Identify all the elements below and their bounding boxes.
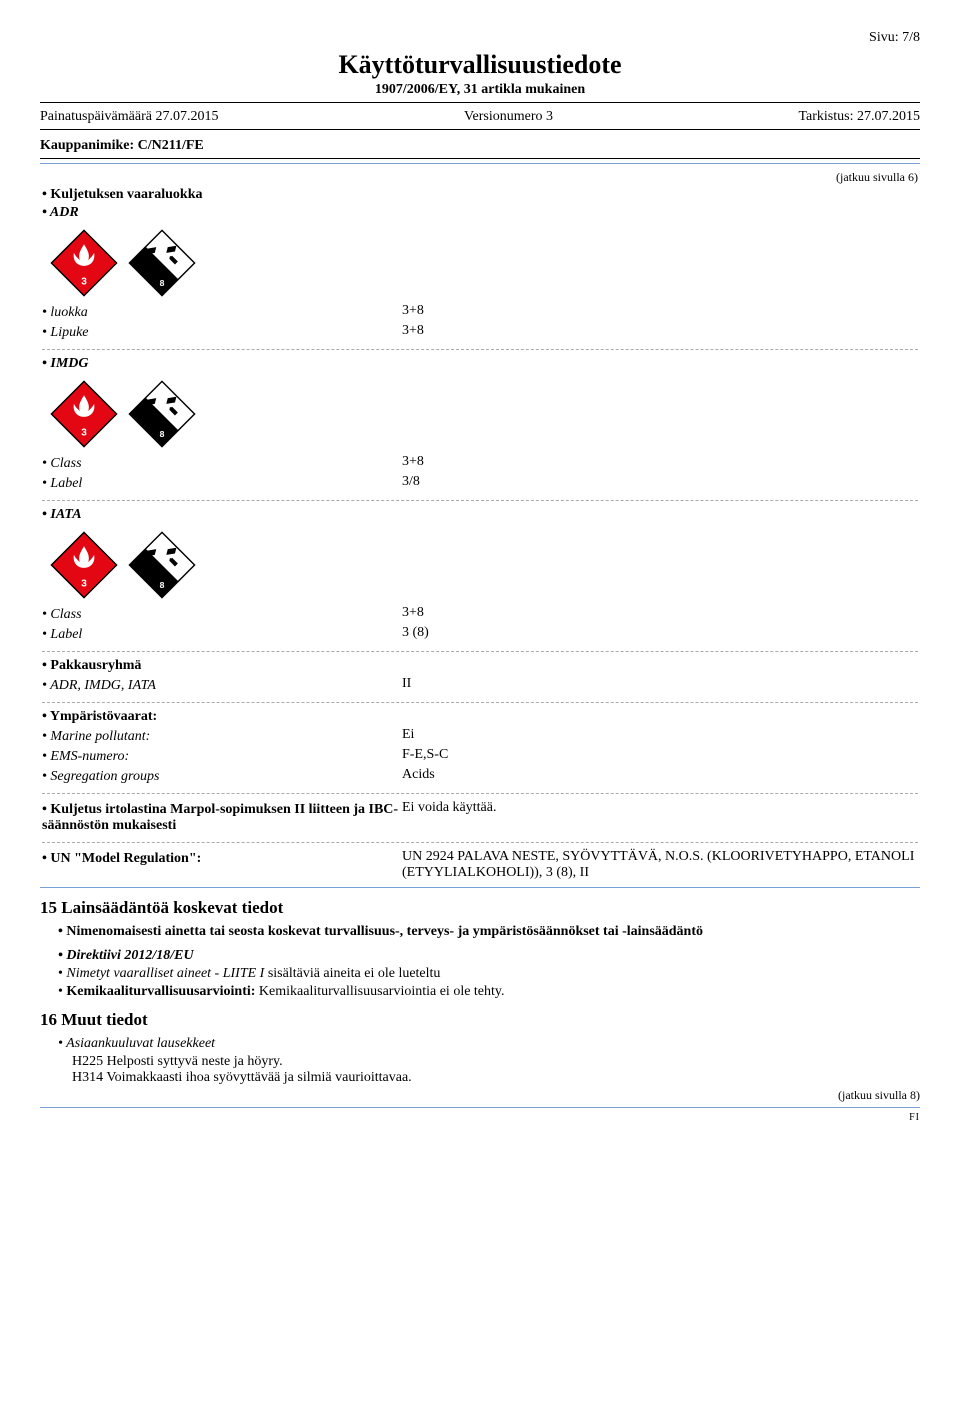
fi-language-mark: FI bbox=[40, 1112, 920, 1123]
tradename-rule bbox=[40, 158, 920, 159]
section-16: 16 Muut tiedot Asiaankuuluvat lausekkeet… bbox=[40, 1010, 920, 1123]
imdg-placards: 3 8 bbox=[48, 378, 918, 450]
named-substances-value: sisältäviä aineita ei ole lueteltu bbox=[264, 966, 440, 981]
flammable-3-placard-icon: 3 bbox=[48, 227, 120, 299]
dashed-separator bbox=[42, 651, 918, 652]
iata-label-label: Label bbox=[42, 627, 402, 643]
marine-pollutant-value: Ei bbox=[402, 727, 918, 747]
pkg-group-sub-label: ADR, IMDG, IATA bbox=[42, 678, 402, 694]
chem-assessment-label: Kemikaaliturvallisuusarviointi: bbox=[66, 984, 255, 999]
iata-class-value: 3+8 bbox=[402, 605, 918, 625]
corrosive-8-placard-icon: 8 bbox=[126, 378, 198, 450]
trade-name: Kauppanimike: C/N211/FE bbox=[40, 138, 920, 154]
revision-date: Tarkistus: 27.07.2015 bbox=[798, 109, 920, 125]
continued-from: (jatkuu sivulla 6) bbox=[42, 170, 918, 185]
header-row: Painatuspäivämäärä 27.07.2015 Versionume… bbox=[40, 109, 920, 125]
pkg-group-value: II bbox=[402, 676, 918, 696]
adr-lipuke-value: 3+8 bbox=[402, 323, 918, 343]
dashed-separator bbox=[42, 842, 918, 843]
adr-luokka-value: 3+8 bbox=[402, 303, 918, 323]
chem-assessment-value: Kemikaaliturvallisuusarviointia ei ole t… bbox=[255, 984, 504, 999]
marine-pollutant-label: Marine pollutant: bbox=[42, 729, 402, 745]
h314-phrase: H314 Voimakkaasti ihoa syövyttävää ja si… bbox=[72, 1070, 920, 1086]
un-model-label: UN "Model Regulation": bbox=[42, 851, 402, 879]
hazard-class-heading: Kuljetuksen vaaraluokka bbox=[42, 187, 918, 203]
pkg-group-heading: Pakkausryhmä bbox=[42, 658, 918, 674]
adr-lipuke-label: Lipuke bbox=[42, 325, 402, 341]
svg-text:3: 3 bbox=[81, 428, 87, 439]
named-substances-label: Nimetyt vaaralliset aineet - LIITE I bbox=[66, 966, 264, 981]
imdg-class-value: 3+8 bbox=[402, 454, 918, 474]
adr-placards: 3 8 bbox=[48, 227, 918, 299]
footer-rule bbox=[40, 1107, 920, 1108]
page-number: Sivu: 7/8 bbox=[40, 30, 920, 46]
bulk-transport-value: Ei voida käyttää. bbox=[402, 800, 918, 836]
iata-heading: IATA bbox=[42, 507, 918, 523]
flammable-3-placard-icon: 3 bbox=[48, 529, 120, 601]
svg-text:8: 8 bbox=[160, 580, 165, 590]
imdg-class-label: Class bbox=[42, 456, 402, 472]
svg-text:8: 8 bbox=[160, 278, 165, 288]
env-hazards-heading: Ympäristövaarat: bbox=[42, 709, 918, 725]
adr-heading: ADR bbox=[42, 205, 918, 221]
corrosive-8-placard-icon: 8 bbox=[126, 529, 198, 601]
dashed-separator bbox=[42, 793, 918, 794]
section-15: 15 Lainsäädäntöä koskevat tiedot Nimenom… bbox=[40, 898, 920, 1000]
named-substances-row: Nimetyt vaaralliset aineet - LIITE I sis… bbox=[58, 966, 920, 982]
iata-class-label: Class bbox=[42, 607, 402, 623]
continued-on: (jatkuu sivulla 8) bbox=[40, 1088, 920, 1103]
imdg-heading: IMDG bbox=[42, 356, 918, 372]
dashed-separator bbox=[42, 349, 918, 350]
segregation-label: Segregation groups bbox=[42, 769, 402, 785]
svg-text:8: 8 bbox=[160, 429, 165, 439]
segregation-value: Acids bbox=[402, 767, 918, 787]
svg-text:3: 3 bbox=[81, 277, 87, 288]
svg-text:3: 3 bbox=[81, 579, 87, 590]
phrases-heading: Asiaankuuluvat lausekkeet bbox=[58, 1036, 920, 1052]
section-15-heading: 15 Lainsäädäntöä koskevat tiedot bbox=[40, 898, 920, 918]
flammable-3-placard-icon: 3 bbox=[48, 378, 120, 450]
document-title: Käyttöturvallisuustiedote bbox=[40, 50, 920, 80]
iata-label-value: 3 (8) bbox=[402, 625, 918, 645]
transport-section: (jatkuu sivulla 6) Kuljetuksen vaaraluok… bbox=[40, 163, 920, 888]
dashed-separator bbox=[42, 702, 918, 703]
section-15-line1: Nimenomaisesti ainetta tai seosta koskev… bbox=[58, 924, 920, 940]
imdg-label-value: 3/8 bbox=[402, 474, 918, 494]
section-16-heading: 16 Muut tiedot bbox=[40, 1010, 920, 1030]
imdg-label-label: Label bbox=[42, 476, 402, 492]
h225-phrase: H225 Helposti syttyvä neste ja höyry. bbox=[72, 1054, 920, 1070]
ems-label: EMS-numero: bbox=[42, 749, 402, 765]
adr-luokka-label: luokka bbox=[42, 305, 402, 321]
print-date: Painatuspäivämäärä 27.07.2015 bbox=[40, 109, 218, 125]
dashed-separator bbox=[42, 500, 918, 501]
header-rule-top bbox=[40, 102, 920, 103]
bulk-transport-label: Kuljetus irtolastina Marpol-sopimuksen I… bbox=[42, 802, 402, 834]
iata-placards: 3 8 bbox=[48, 529, 918, 601]
chem-assessment-row: Kemikaaliturvallisuusarviointi: Kemikaal… bbox=[58, 984, 920, 1000]
version-number: Versionumero 3 bbox=[464, 109, 553, 125]
corrosive-8-placard-icon: 8 bbox=[126, 227, 198, 299]
header-rule-bottom bbox=[40, 129, 920, 130]
document-subtitle: 1907/2006/EY, 31 artikla mukainen bbox=[40, 82, 920, 98]
un-model-value: UN 2924 PALAVA NESTE, SYÖVYTTÄVÄ, N.O.S.… bbox=[402, 849, 918, 881]
ems-value: F-E,S-C bbox=[402, 747, 918, 767]
directive-label: Direktiivi 2012/18/EU bbox=[58, 948, 920, 964]
